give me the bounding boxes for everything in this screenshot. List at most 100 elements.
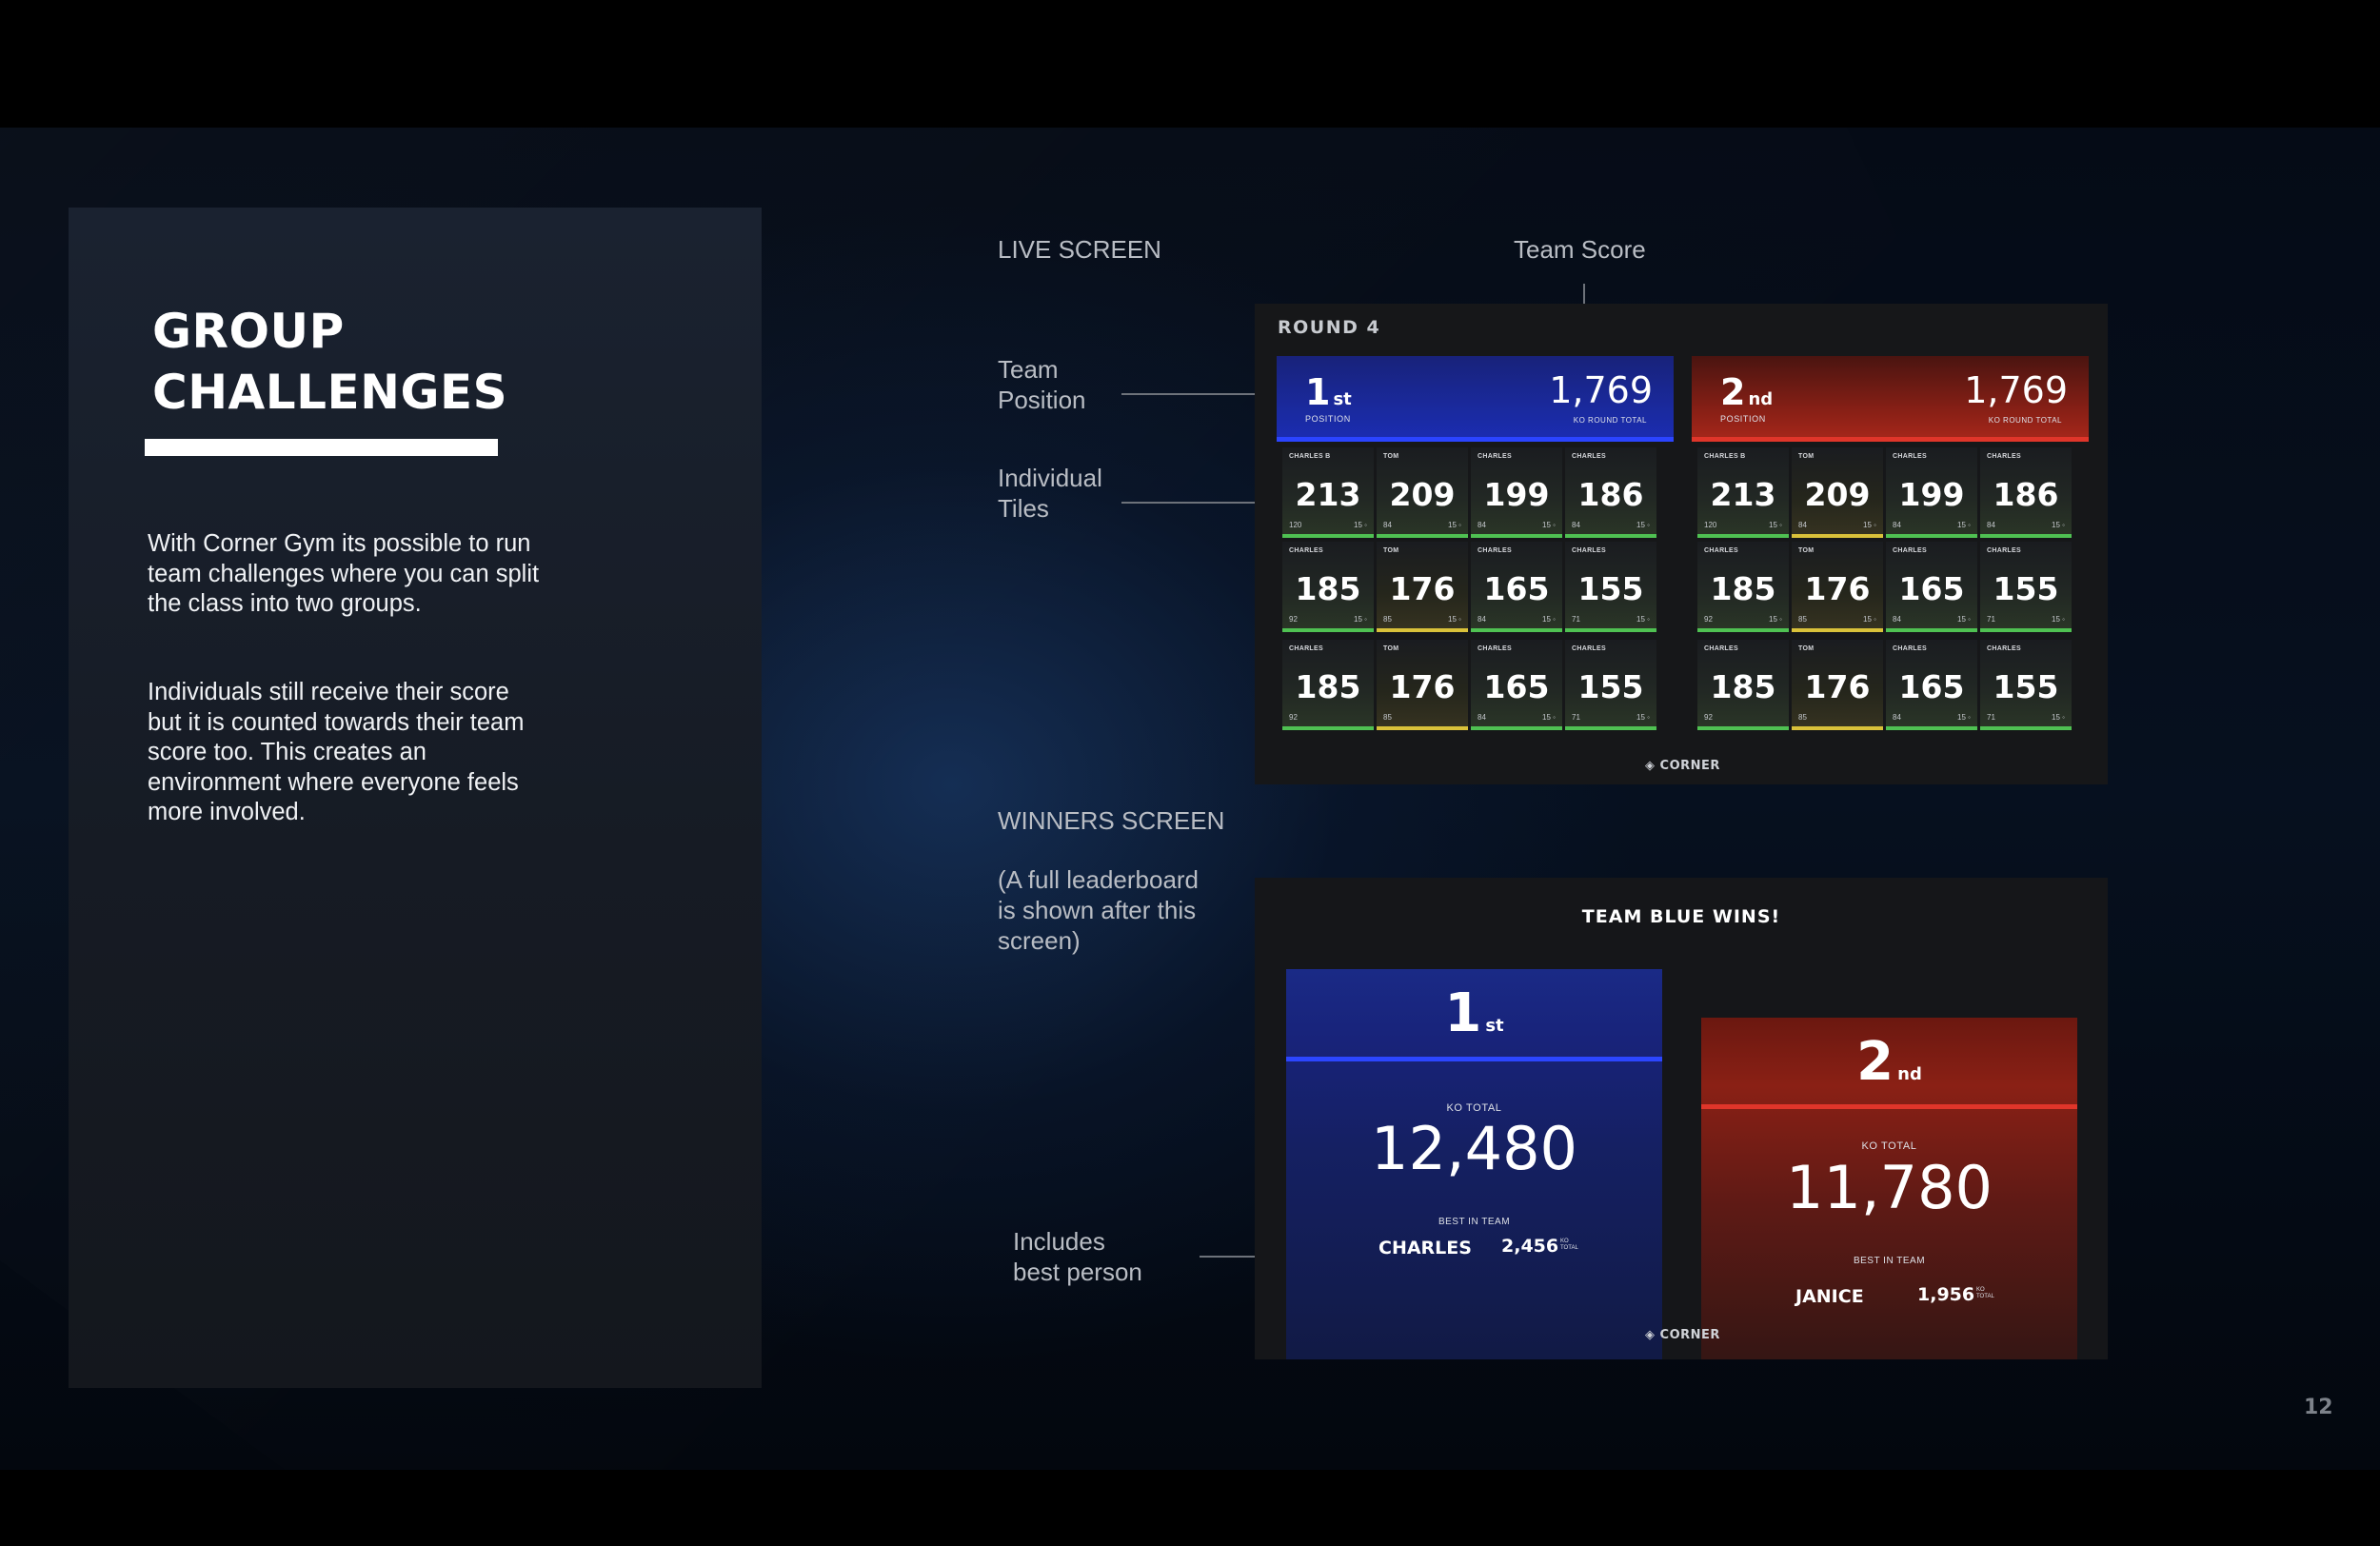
live-screen-label: LIVE SCREEN [998,235,1161,264]
ko-total-caption: KO TOTAL [1861,1140,1917,1152]
leaderboard-note-line-2: is shown after this [998,896,1197,924]
ko-total: 11,780 [1786,1153,1993,1222]
athlete-tile: CHARLES 165 84 15 ◦ [1471,640,1562,730]
athlete-name: TOM [1798,645,1815,652]
athlete-tile: CHARLES 199 84 15 ◦ [1886,447,1977,538]
athlete-heart-rate: 84 [1987,521,1995,529]
athlete-score: 165 [1898,570,1965,607]
best-person-score: 1,956 [1917,1284,1975,1305]
best-in-team-caption: BEST IN TEAM [1853,1256,1926,1266]
team-position-suffix: st [1333,389,1352,409]
athlete-name: CHARLES [1704,645,1738,652]
athlete-tile: CHARLES B 213 120 15 ◦ [1697,447,1789,538]
best-in-team-caption: BEST IN TEAM [1438,1217,1511,1227]
athlete-tile: CHARLES 186 84 15 ◦ [1565,447,1656,538]
athlete-heart-rate: 85 [1798,713,1807,722]
athlete-score: 199 [1483,476,1550,513]
athlete-heart-rate: 84 [1798,521,1807,529]
winner-position-suffix: nd [1897,1064,1922,1084]
athlete-name: TOM [1383,547,1399,554]
athlete-score: 155 [1993,668,2059,705]
athlete-name: CHARLES [1478,547,1512,554]
athlete-heart-rate: 84 [1478,615,1486,624]
athlete-round-time: 15 ◦ [1863,615,1876,624]
athlete-score: 185 [1710,668,1776,705]
athlete-heart-rate: 85 [1798,615,1807,624]
athlete-heart-rate: 85 [1383,713,1392,722]
athlete-round-time: 15 ◦ [1957,615,1971,624]
athlete-heart-rate: 84 [1478,521,1486,529]
athlete-round-time: 15 ◦ [2052,521,2065,529]
athlete-name: CHARLES [1893,547,1927,554]
athlete-name: TOM [1383,453,1399,460]
winners-screen-label: WINNERS SCREEN [998,806,1225,835]
athlete-name: CHARLES [1478,645,1512,652]
team-score-caption: KO ROUND TOTAL [1573,416,1647,425]
athlete-heart-rate: 71 [1572,713,1580,722]
athlete-name: CHARLES B [1704,453,1746,460]
athlete-tile: CHARLES 165 84 15 ◦ [1471,542,1562,632]
athlete-tile: CHARLES 199 84 15 ◦ [1471,447,1562,538]
athlete-heart-rate: 84 [1572,521,1580,529]
athlete-round-time: 15 ◦ [1636,713,1650,722]
athlete-tile: CHARLES B 213 120 15 ◦ [1282,447,1374,538]
athlete-round-time: 15 ◦ [1769,521,1782,529]
individual-tiles-line-1: Individual [998,464,1102,492]
athlete-score: 176 [1804,570,1871,607]
athlete-name: TOM [1798,547,1815,554]
athlete-round-time: 15 ◦ [1542,713,1556,722]
best-unit-line-2: TOTAL [1976,1294,1994,1299]
individual-tiles-label: Individual Tiles [998,463,1102,524]
athlete-score: 186 [1577,476,1644,513]
athlete-name: TOM [1383,645,1399,652]
best-person-name: CHARLES [1378,1238,1472,1259]
athlete-score: 199 [1898,476,1965,513]
athlete-tile: CHARLES 185 92 15 ◦ [1697,542,1789,632]
athlete-heart-rate: 84 [1893,713,1901,722]
winner-position-suffix: st [1485,1016,1504,1036]
leaderboard-note-line-1: (A full leaderboard [998,865,1200,894]
athlete-tile: CHARLES 185 92 15 ◦ [1282,542,1374,632]
best-unit-line-1: KO [1560,1239,1569,1244]
athlete-heart-rate: 92 [1704,713,1713,722]
corner-logo: ◈ CORNER [1645,1328,1720,1342]
athlete-score: 209 [1804,476,1871,513]
team-score: 1,769 [1964,369,2068,411]
athlete-heart-rate: 120 [1289,521,1302,529]
athlete-round-time: 15 ◦ [1636,615,1650,624]
athlete-heart-rate: 85 [1383,615,1392,624]
team-position-caption: POSITION [1305,414,1351,424]
athlete-tile: CHARLES 185 92 [1282,640,1374,730]
ko-total: 12,480 [1371,1114,1577,1183]
athlete-heart-rate: 71 [1987,615,1995,624]
athlete-name: CHARLES [1704,547,1738,554]
athlete-score: 155 [1993,570,2059,607]
athlete-heart-rate: 92 [1289,713,1298,722]
athlete-round-time: 15 ◦ [1354,615,1367,624]
athlete-name: CHARLES [1289,645,1323,652]
athlete-score: 155 [1577,570,1644,607]
round-label: ROUND 4 [1278,317,1381,338]
athlete-round-time: 15 ◦ [1863,521,1876,529]
athlete-round-time: 15 ◦ [2052,713,2065,722]
athlete-heart-rate: 84 [1893,521,1901,529]
team-score-caption: KO ROUND TOTAL [1988,416,2062,425]
athlete-score: 186 [1993,476,2059,513]
athlete-score: 209 [1389,476,1456,513]
athlete-tile: CHARLES 165 84 15 ◦ [1886,542,1977,632]
athlete-round-time: 15 ◦ [1448,521,1461,529]
athlete-tile: TOM 176 85 [1792,640,1883,730]
athlete-score: 213 [1710,476,1776,513]
left-panel [69,208,762,1388]
athlete-tile: CHARLES 185 92 [1697,640,1789,730]
athlete-heart-rate: 84 [1383,521,1392,529]
team-position-label: Team Position [998,354,1086,415]
individual-tiles-pointer [1121,502,1264,504]
athlete-tile: TOM 176 85 15 ◦ [1792,542,1883,632]
athlete-name: CHARLES [1987,547,2021,554]
